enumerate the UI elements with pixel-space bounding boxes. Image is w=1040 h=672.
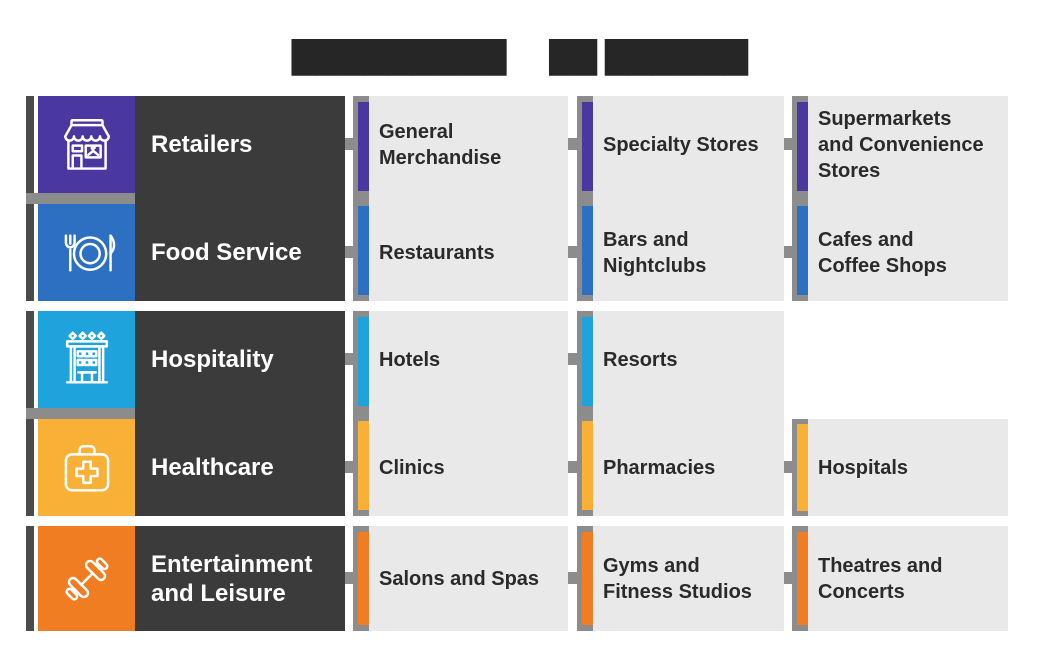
storefront-icon xyxy=(63,118,110,170)
accent-bar xyxy=(797,424,808,511)
first-aid-kit-icon xyxy=(64,444,109,492)
subcategory-cell: Bars and Nightclubs xyxy=(603,228,707,277)
accent-rail xyxy=(353,311,369,516)
subcategory-cell: Specialty Stores xyxy=(603,133,759,156)
connector-tick xyxy=(342,572,355,584)
accent-rail xyxy=(792,526,808,631)
category-icon-hospitality xyxy=(38,311,135,408)
connector-tick xyxy=(342,353,355,365)
category-label-retailers: Retailers xyxy=(151,131,253,158)
subcategory-cell: Restaurants xyxy=(379,241,495,264)
connector-tick xyxy=(342,246,355,258)
connector-tick xyxy=(565,572,578,584)
connector-tick xyxy=(565,138,578,150)
category-label-entertainment: Entertainment and Leisure xyxy=(151,550,313,607)
subcategory-cellblock: Theatres and Concerts xyxy=(792,526,1008,631)
accent-bar xyxy=(358,317,369,406)
accent-bar xyxy=(358,532,369,625)
icon-column-bridge xyxy=(26,408,135,419)
hotel-icon xyxy=(65,330,108,384)
subcategory-cellblock: Specialty Stores Bars and Nightclubs xyxy=(577,96,784,301)
accent-rail xyxy=(577,311,593,516)
subcategory-cell: Resorts xyxy=(603,348,678,371)
category-label-hospitality: Hospitality xyxy=(151,346,274,373)
page-title: █████████ ██ ██████ xyxy=(0,43,1040,74)
subcategory-cellblock: General Merchandise Restaurants xyxy=(353,96,568,301)
category-label-food-service: Food Service xyxy=(151,239,302,266)
category-icon-food-service xyxy=(38,204,135,301)
accent-rail xyxy=(577,96,593,301)
connector-tick xyxy=(565,461,578,473)
subcategory-cellblock: Gyms and Fitness Studios xyxy=(577,526,784,631)
subcategory-cellblock: Salons and Spas xyxy=(353,526,568,631)
subcategory-cellblock: Resorts Pharmacies xyxy=(577,311,784,516)
subcategory-cell: Supermarkets and Convenience Stores xyxy=(818,107,984,182)
connector-tick xyxy=(781,461,794,473)
category-group-entertainment: Entertainment and Leisure Salons and Spa… xyxy=(26,526,1008,631)
accent-rail xyxy=(353,96,369,301)
subcategory-cell: Pharmacies xyxy=(603,456,716,479)
accent-bar xyxy=(797,532,808,625)
category-group-hospitality-healthcare: Hospitality Healthcare Hotels Clinics Re… xyxy=(26,311,1008,516)
category-label-healthcare: Healthcare xyxy=(151,454,274,481)
subcategory-cellblock: Hotels Clinics xyxy=(353,311,568,516)
subcategory-cell: Theatres and Concerts xyxy=(818,554,943,603)
dumbbell-icon xyxy=(64,556,109,601)
connector-tick xyxy=(342,461,355,473)
accent-bar xyxy=(582,532,593,625)
title-block-segment: ██████ xyxy=(605,40,749,76)
accent-bar xyxy=(582,421,593,510)
subcategory-cell: Hospitals xyxy=(818,456,909,479)
subcategory-cell: Gyms and Fitness Studios xyxy=(603,554,752,603)
connector-tick xyxy=(342,138,355,150)
fork-and-plate-icon xyxy=(64,233,115,272)
category-label-panel: Entertainment and Leisure xyxy=(135,526,345,631)
subcategory-cell: Salons and Spas xyxy=(379,567,540,590)
subcategory-cell: Cafes and Coffee Shops xyxy=(818,228,947,277)
subcategory-cell: Clinics xyxy=(379,456,445,479)
accent-rail xyxy=(577,526,593,631)
connector-tick xyxy=(781,572,794,584)
accent-bar xyxy=(582,206,593,295)
connector-tick xyxy=(781,138,794,150)
category-label-panel: Hospitality Healthcare xyxy=(135,311,345,516)
subcategory-cellblock: Supermarkets and Convenience Stores Cafe… xyxy=(792,96,1008,301)
accent-rail xyxy=(792,419,808,516)
accent-bar xyxy=(797,102,808,191)
connector-tick xyxy=(565,353,578,365)
accent-bar xyxy=(358,206,369,295)
icon-column-bridge xyxy=(26,193,135,204)
accent-bar xyxy=(582,102,593,191)
subcategory-cellblock: Hospitals xyxy=(792,419,1008,516)
connector-tick xyxy=(781,246,794,258)
accent-bar xyxy=(358,421,369,510)
category-label-panel: Retailers Food Service xyxy=(135,96,345,301)
connector-tick xyxy=(565,246,578,258)
category-icon-retailers xyxy=(38,96,135,193)
title-block-segment: █████████ xyxy=(291,40,507,76)
accent-bar xyxy=(358,102,369,191)
subcategory-cell: General Merchandise xyxy=(379,120,502,169)
accent-rail xyxy=(353,526,369,631)
category-icon-healthcare xyxy=(38,419,135,516)
category-group-retail-food: Retailers Food Service General Merchandi… xyxy=(26,96,1008,301)
accent-bar xyxy=(797,206,808,295)
subcategory-cell: Hotels xyxy=(379,348,441,371)
accent-bar xyxy=(582,317,593,406)
group-left-rail xyxy=(26,526,34,631)
accent-rail xyxy=(792,96,808,301)
category-icon-entertainment xyxy=(38,526,135,631)
title-block-segment: ██ xyxy=(549,40,598,76)
